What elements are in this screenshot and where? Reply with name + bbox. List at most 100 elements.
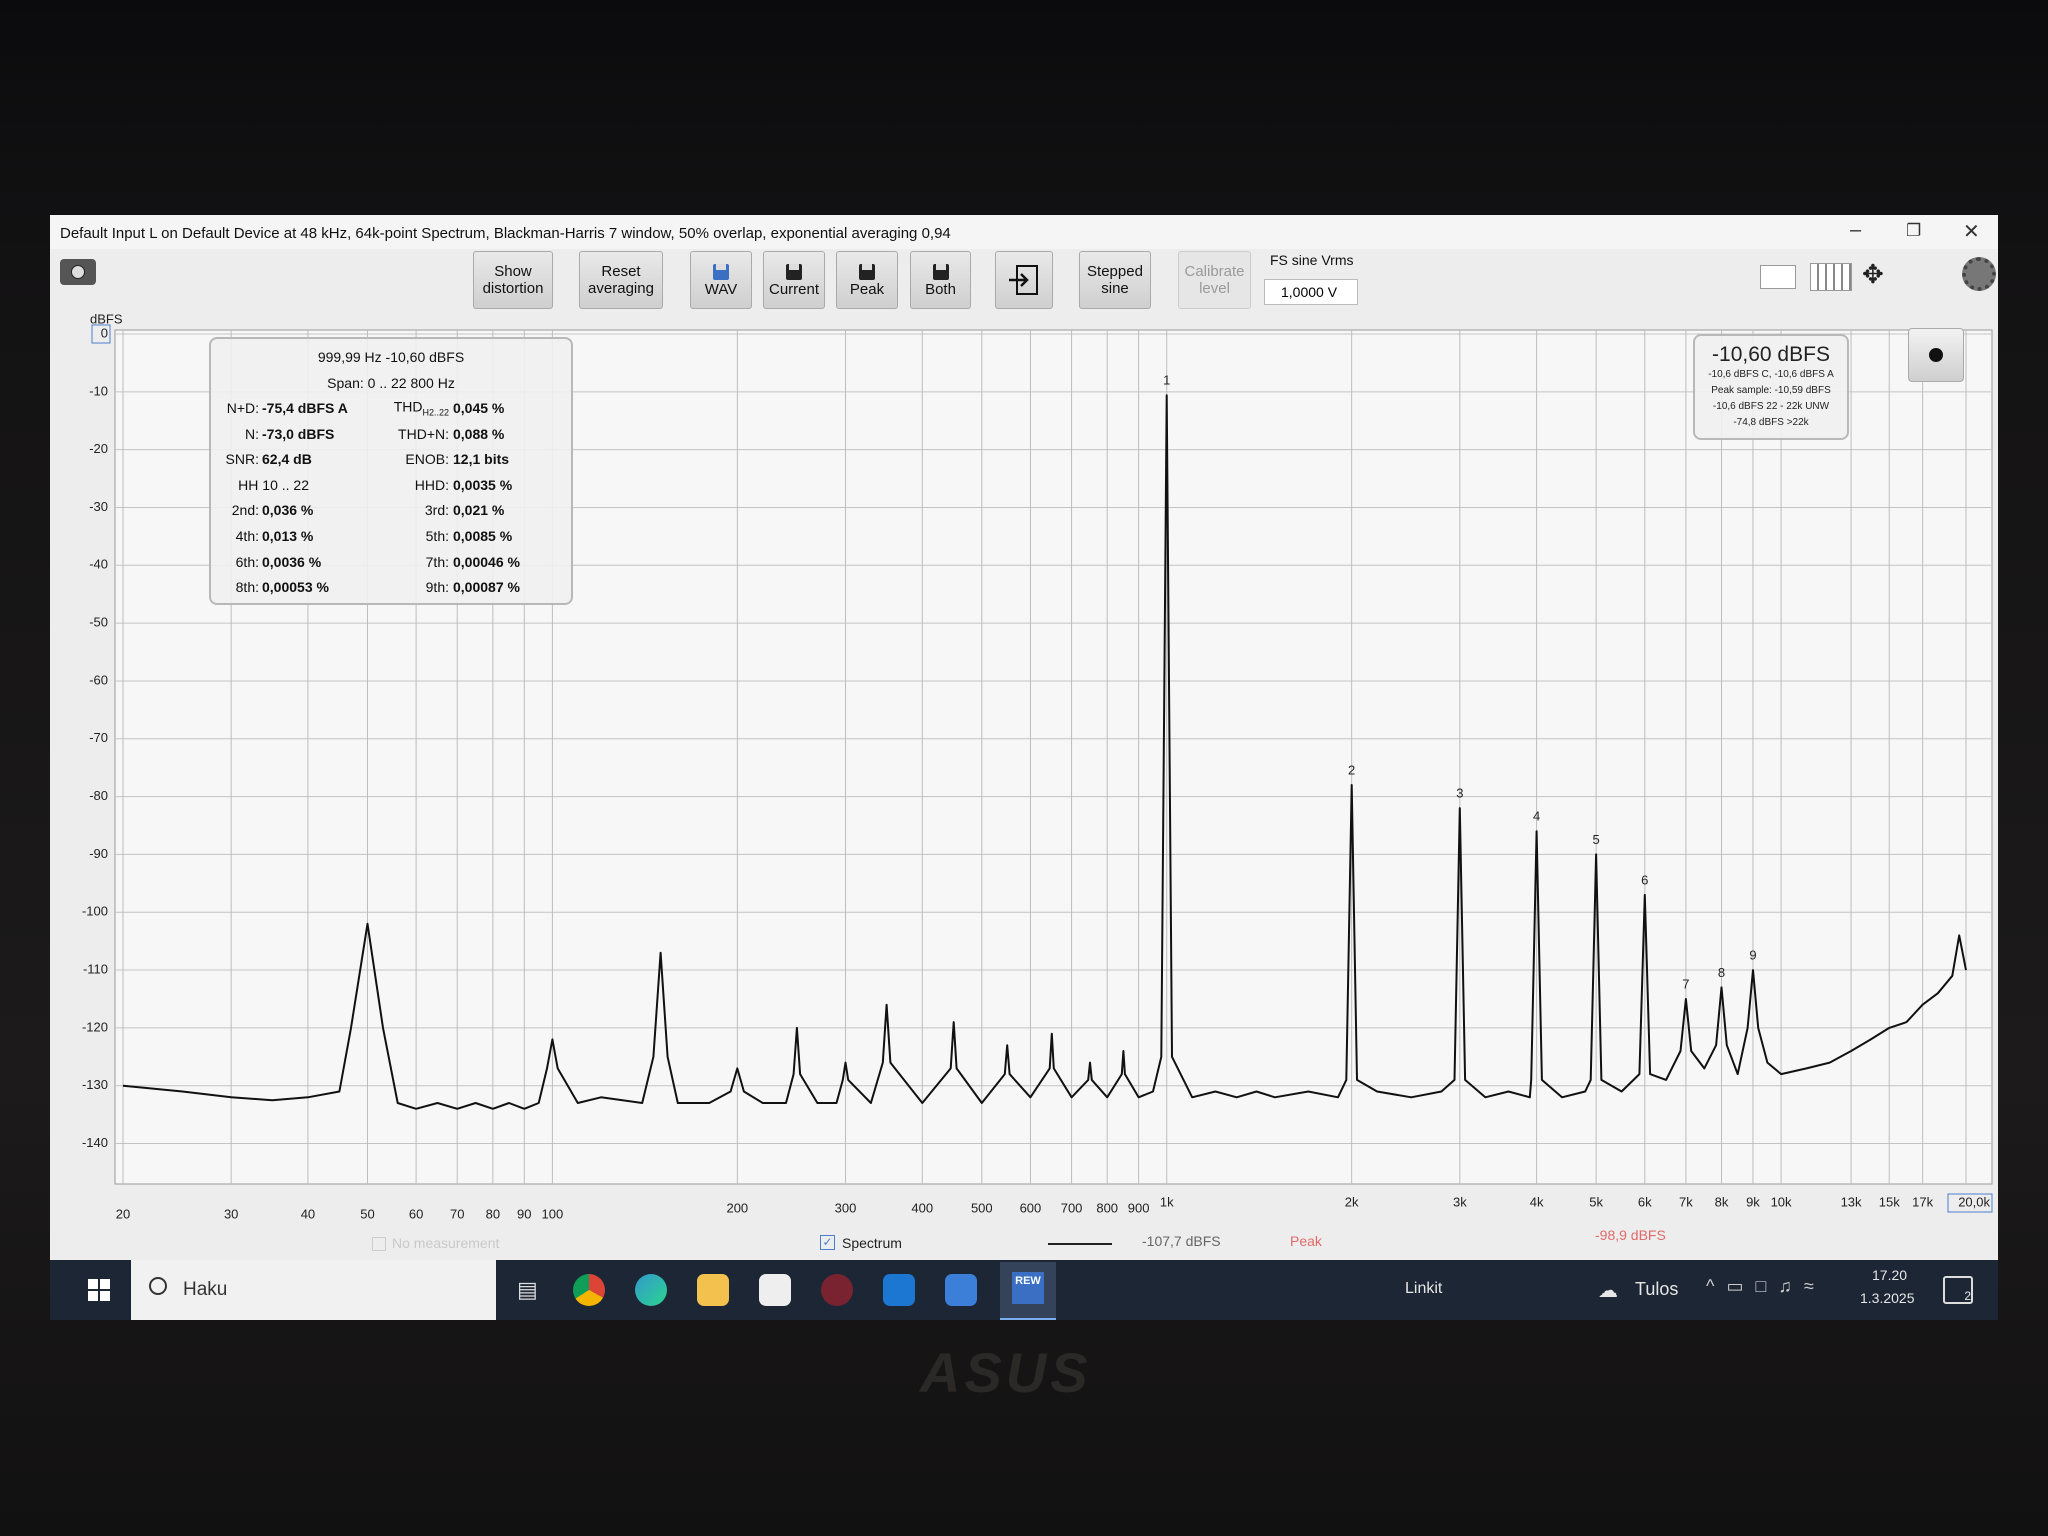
edge-icon[interactable]: [635, 1274, 667, 1306]
checkbox[interactable]: [372, 1237, 386, 1251]
button-label: Show: [494, 263, 532, 280]
stat-value: 0,00046 %: [453, 553, 520, 570]
level-line: Peak sample: -10,59 dBFS: [1711, 385, 1831, 396]
y-tick-label: -100: [82, 904, 108, 919]
harmonic-label: 6: [1641, 872, 1648, 887]
spectrum-value: -107,7 dBFS: [1142, 1233, 1221, 1249]
title-bar: Default Input L on Default Device at 48 …: [50, 215, 1998, 249]
camera-button[interactable]: [60, 259, 96, 285]
x-tick-label: 30: [224, 1206, 238, 1221]
y-tick-label: -110: [83, 961, 108, 976]
stat-label: HH 10 .. 22: [238, 477, 309, 493]
stat-label: N+D:: [227, 400, 259, 416]
x-tick-label: 5k: [1589, 1194, 1603, 1209]
x-tick-label: 900: [1128, 1200, 1150, 1215]
icon-label: [716, 263, 726, 270]
button-label: Reset: [601, 263, 641, 280]
peak-label: Peak: [1290, 1233, 1322, 1249]
stat-label: HHD:: [415, 477, 449, 493]
level-panel: -10,60 dBFS -10,6 dBFS C, -10,6 dBFS A Pe…: [1693, 334, 1849, 440]
fs-input[interactable]: 1,0000 V: [1264, 279, 1358, 305]
x-tick-label: 800: [1096, 1200, 1118, 1215]
stat-label-text: 2nd:: [231, 502, 259, 519]
x-tick-label: 300: [835, 1200, 857, 1215]
minimize-button[interactable]: –: [1850, 219, 1862, 241]
stats-panel: 999,99 Hz -10,60 dBFS Span: 0 .. 22 800 H…: [209, 337, 573, 605]
peak-value: -98,9 dBFS: [1595, 1227, 1666, 1243]
rew-task[interactable]: REW: [1000, 1262, 1056, 1320]
y-tick-label: -140: [82, 1135, 108, 1150]
stat-value: -73,0 dBFS: [262, 425, 335, 442]
x-tick-label: 6k: [1638, 1194, 1652, 1209]
taskbar: Haku ▤ REW Linkit ☁ Tulos ^▭□♫≈ 17.20 1.…: [50, 1260, 1998, 1320]
zoom-fit[interactable]: ✥: [1862, 259, 1884, 289]
spectrum-checkbox[interactable]: ✓: [820, 1235, 835, 1250]
stat-label-text: HH 10 .. 22: [238, 476, 309, 493]
layout-multi[interactable]: [1810, 263, 1852, 291]
stats-header: 999,99 Hz -10,60 dBFS: [317, 349, 465, 365]
button-label: level: [1199, 280, 1230, 297]
record-button[interactable]: [1908, 328, 1964, 382]
y-tick-label: -120: [82, 1019, 108, 1034]
stat-value: 0,036 %: [262, 502, 314, 519]
harmonic-label: 7: [1682, 976, 1689, 991]
harmonic-label: 1: [1163, 373, 1170, 388]
toolbar-button[interactable]: Calibrate level: [1178, 251, 1251, 309]
level-line: -10,6 dBFS 22 - 22k UNW: [1712, 401, 1830, 412]
weather-icon[interactable]: ☁: [1598, 1280, 1618, 1302]
stat-label: 7th:: [426, 554, 449, 570]
stat-value: 62,4 dB: [262, 451, 312, 468]
stats-header: Span: 0 .. 22 800 Hz: [327, 374, 455, 391]
store-icon[interactable]: [759, 1274, 791, 1306]
toolbar-button[interactable]: Reset averaging: [579, 251, 663, 309]
toolbar-button[interactable]: Peak: [836, 251, 898, 309]
stat-value: -75,4 dBFS A: [262, 400, 348, 416]
weather[interactable]: Tulos: [1635, 1279, 1679, 1299]
notifications[interactable]: 2: [1943, 1276, 1973, 1304]
harmonic-label: 4: [1533, 809, 1540, 824]
bezel-logo: ASUS: [920, 1341, 1092, 1404]
stat-label-text: 9th:: [425, 579, 449, 596]
spectrum-line: [122, 394, 1967, 1110]
task-view[interactable]: ▤: [517, 1277, 538, 1302]
clock-date[interactable]: 1.3.2025: [1860, 1290, 1915, 1306]
toolbar-button[interactable]: Stepped sine: [1079, 251, 1151, 309]
chrome-icon[interactable]: [573, 1274, 605, 1306]
toolbar-button[interactable]: WAV: [690, 251, 752, 309]
import-button[interactable]: [995, 251, 1053, 309]
stat-value: 0,0035 %: [453, 476, 513, 493]
stat-label: 4th:: [236, 528, 259, 544]
explorer-icon[interactable]: [697, 1274, 729, 1306]
x-tick-label: 90: [517, 1206, 531, 1221]
layout-single[interactable]: [1760, 265, 1796, 289]
button-label: averaging: [588, 280, 654, 297]
close-button[interactable]: ✕: [1963, 221, 1980, 243]
floppy-icon: [859, 263, 875, 280]
app-icon[interactable]: [821, 1274, 853, 1306]
level-main: -10,60 dBFS: [1712, 343, 1830, 366]
outlook-icon[interactable]: [883, 1274, 915, 1306]
links-toolbar[interactable]: Linkit: [1405, 1280, 1443, 1297]
start-button[interactable]: [88, 1279, 110, 1301]
settings-button[interactable]: [1962, 257, 1996, 291]
icon-label: [789, 263, 799, 270]
stat-value: 0,021 %: [453, 502, 505, 519]
toolbar-button[interactable]: Current: [763, 251, 825, 309]
copilot-icon[interactable]: [945, 1274, 977, 1306]
x-tick-label: 70: [450, 1206, 464, 1221]
search-box[interactable]: Haku: [131, 1260, 496, 1320]
stat-label: THDH2..22: [394, 399, 449, 418]
clock-time[interactable]: 17.20: [1872, 1267, 1908, 1283]
toolbar-button[interactable]: Both: [910, 251, 971, 309]
icon-label: [935, 263, 946, 270]
y-tick-label: -80: [89, 788, 108, 803]
level-details: -10,6 dBFS C, -10,6 dBFS A Peak sample: -…: [1695, 367, 1847, 431]
toolbar-button[interactable]: Show distortion: [473, 251, 553, 309]
button-label: Stepped: [1087, 263, 1143, 280]
stat-label: SNR:: [226, 451, 259, 467]
x-tick-label: 100: [542, 1206, 564, 1221]
restore-button[interactable]: ❐: [1906, 221, 1922, 240]
window-title: Default Input L on Default Device at 48 …: [60, 225, 951, 242]
x-tick-label: 200: [726, 1200, 748, 1215]
tray-icons[interactable]: ^▭□♫≈: [1706, 1276, 1826, 1296]
